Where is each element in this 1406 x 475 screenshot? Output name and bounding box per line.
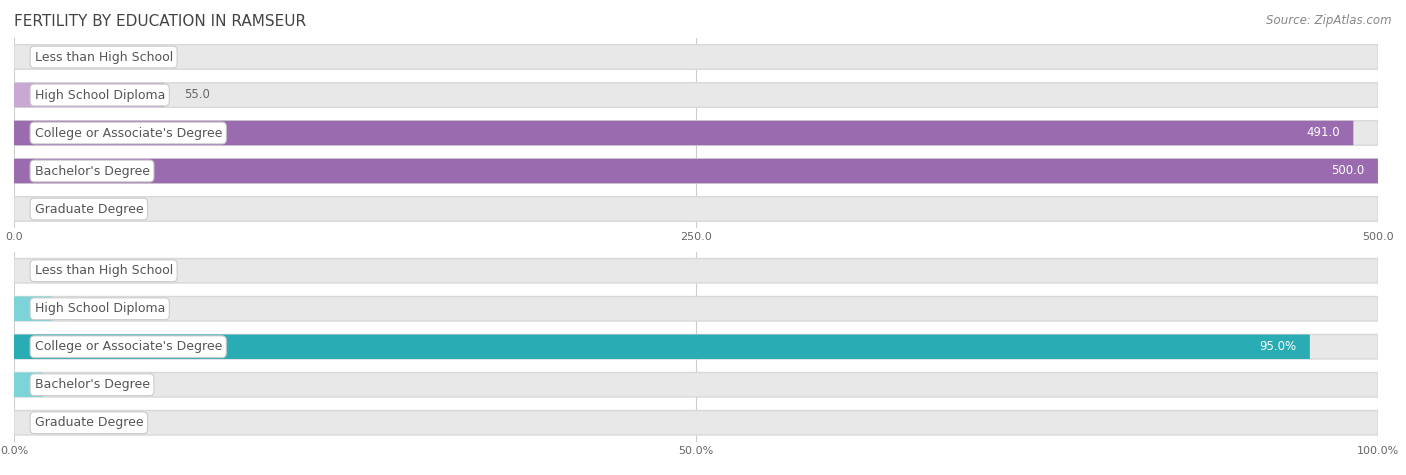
FancyBboxPatch shape xyxy=(14,121,1378,145)
FancyBboxPatch shape xyxy=(14,372,42,397)
FancyBboxPatch shape xyxy=(14,296,1378,321)
Text: Less than High School: Less than High School xyxy=(35,50,173,64)
FancyBboxPatch shape xyxy=(14,197,1378,221)
Text: 500.0: 500.0 xyxy=(1331,164,1364,178)
Text: 95.0%: 95.0% xyxy=(1258,340,1296,353)
Text: Source: ZipAtlas.com: Source: ZipAtlas.com xyxy=(1267,14,1392,27)
FancyBboxPatch shape xyxy=(14,410,1378,435)
FancyBboxPatch shape xyxy=(14,296,52,321)
FancyBboxPatch shape xyxy=(14,159,1378,183)
Text: Less than High School: Less than High School xyxy=(35,264,173,277)
Text: FERTILITY BY EDUCATION IN RAMSEUR: FERTILITY BY EDUCATION IN RAMSEUR xyxy=(14,14,307,29)
Text: 2.8%: 2.8% xyxy=(73,302,103,315)
Text: 0.0%: 0.0% xyxy=(35,416,65,429)
FancyBboxPatch shape xyxy=(14,258,1378,283)
Text: 0.0: 0.0 xyxy=(35,50,53,64)
Text: Bachelor's Degree: Bachelor's Degree xyxy=(35,378,149,391)
Text: 0.0: 0.0 xyxy=(35,202,53,216)
FancyBboxPatch shape xyxy=(14,83,165,107)
Text: 491.0: 491.0 xyxy=(1306,126,1340,140)
Text: Graduate Degree: Graduate Degree xyxy=(35,416,143,429)
Text: 0.0%: 0.0% xyxy=(35,264,65,277)
FancyBboxPatch shape xyxy=(14,159,1378,183)
FancyBboxPatch shape xyxy=(14,334,1310,359)
FancyBboxPatch shape xyxy=(14,334,1378,359)
Text: College or Associate's Degree: College or Associate's Degree xyxy=(35,126,222,140)
Text: High School Diploma: High School Diploma xyxy=(35,88,165,102)
FancyBboxPatch shape xyxy=(14,372,1378,397)
Text: College or Associate's Degree: College or Associate's Degree xyxy=(35,340,222,353)
FancyBboxPatch shape xyxy=(14,45,1378,69)
Text: Graduate Degree: Graduate Degree xyxy=(35,202,143,216)
Text: Bachelor's Degree: Bachelor's Degree xyxy=(35,164,149,178)
Text: 2.1%: 2.1% xyxy=(63,378,93,391)
Text: 55.0: 55.0 xyxy=(184,88,211,102)
FancyBboxPatch shape xyxy=(14,121,1354,145)
FancyBboxPatch shape xyxy=(14,83,1378,107)
Text: High School Diploma: High School Diploma xyxy=(35,302,165,315)
